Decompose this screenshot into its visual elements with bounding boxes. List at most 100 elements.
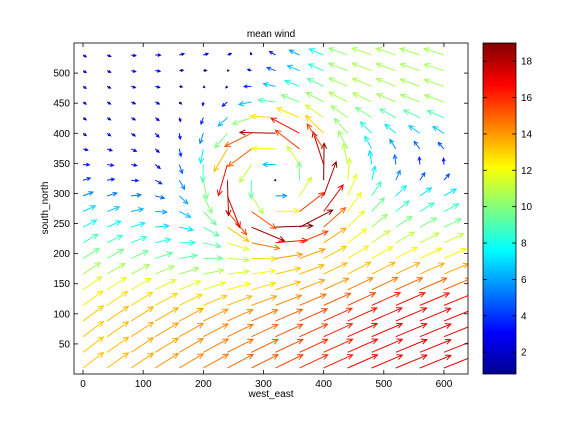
y-tick-label: 50 <box>59 339 71 350</box>
wind-arrow <box>306 78 324 87</box>
wind-arrow <box>106 85 112 89</box>
wind-arrow <box>216 164 228 197</box>
wind-arrow <box>419 292 451 306</box>
x-axis-label: west_east <box>247 389 293 400</box>
wind-arrow <box>399 62 421 72</box>
wind-arrow <box>399 93 421 103</box>
wind-arrow <box>155 69 162 73</box>
wind-arrow <box>275 222 314 230</box>
wind-arrow <box>371 180 382 197</box>
wind-arrow <box>299 308 329 322</box>
wind-arrow <box>299 278 326 291</box>
wind-arrow <box>130 221 146 228</box>
wind-arrow <box>375 93 397 103</box>
wind-arrow <box>130 352 155 369</box>
wind-arrow <box>225 180 232 217</box>
wind-arrow <box>179 293 204 306</box>
wind-arrow <box>251 354 280 369</box>
wind-arrow <box>82 132 88 137</box>
wind-arrow <box>395 262 421 275</box>
wind-arrow <box>347 338 379 353</box>
wind-arrow <box>423 62 445 72</box>
wind-arrow <box>246 68 252 72</box>
wind-arrow <box>251 323 279 338</box>
colorbar-tick-label: 2 <box>521 348 527 359</box>
wind-arrow <box>203 226 220 237</box>
wind-arrow <box>395 292 427 306</box>
y-tick-label: 200 <box>53 249 70 260</box>
wind-arrow <box>217 117 228 127</box>
wind-arrow <box>323 323 354 338</box>
wind-arrow <box>443 233 465 244</box>
wind-arrow <box>443 357 468 369</box>
wind-arrow <box>106 54 112 58</box>
wind-arrow <box>251 211 277 230</box>
chart-title: mean wind <box>247 29 295 40</box>
wind-arrow <box>307 63 324 72</box>
wind-arrow <box>82 191 95 197</box>
wind-arrow <box>82 147 89 152</box>
wind-arrow <box>256 97 276 104</box>
wind-arrow <box>275 266 302 275</box>
wind-arrow <box>274 129 300 150</box>
wind-arrow <box>323 354 354 369</box>
wind-arrow <box>347 354 379 369</box>
wind-arrow <box>155 209 168 215</box>
wind-arrow <box>106 321 130 338</box>
wind-arrow <box>154 148 160 154</box>
wind-arrow <box>202 195 213 215</box>
wind-arrow <box>227 309 254 322</box>
wind-arrow <box>130 337 155 353</box>
wind-arrow <box>265 66 276 72</box>
wind-arrow <box>330 105 348 119</box>
wind-arrow <box>202 180 209 201</box>
wind-arrow <box>179 211 192 218</box>
wind-arrow <box>178 117 182 123</box>
wind-arrow <box>179 226 195 232</box>
wind-arrow <box>311 130 325 165</box>
wind-arrow <box>106 205 121 212</box>
wind-arrow <box>327 62 348 72</box>
wind-arrow <box>347 245 370 259</box>
wind-arrow <box>179 85 184 89</box>
wind-arrow <box>227 211 248 236</box>
colorbar-tick-label: 8 <box>521 239 527 250</box>
wind-arrow <box>154 132 160 138</box>
x-tick-label: 400 <box>315 379 332 390</box>
wind-arrow <box>375 77 396 87</box>
wind-arrow <box>106 191 119 197</box>
wind-arrow <box>154 352 180 369</box>
colorbar-tick-label: 14 <box>521 129 533 140</box>
wind-arrow <box>179 253 199 260</box>
wind-arrow <box>371 354 404 369</box>
wind-arrow <box>395 354 428 369</box>
wind-arrow <box>131 192 142 198</box>
wind-arrow <box>327 77 348 87</box>
wind-arrow <box>154 279 177 291</box>
wind-arrow <box>347 292 377 306</box>
wind-arrow <box>371 338 404 353</box>
wind-arrow <box>106 305 130 322</box>
wind-arrow <box>375 62 396 72</box>
wind-arrow <box>179 353 205 369</box>
x-tick-label: 100 <box>135 379 152 390</box>
wind-arrow <box>130 306 155 322</box>
wind-arrow <box>251 226 286 242</box>
wind-arrow <box>227 52 233 56</box>
wind-arrow <box>130 291 154 306</box>
wind-arrow <box>395 322 428 338</box>
wind-arrow <box>82 219 98 228</box>
wind-arrow <box>437 141 445 150</box>
wind-arrow <box>419 247 443 259</box>
wind-arrow <box>443 342 468 353</box>
wind-arrow <box>275 193 288 199</box>
wind-arrow <box>214 132 228 149</box>
wind-arrow <box>347 307 378 322</box>
wind-arrow <box>261 161 276 168</box>
wind-arrow <box>399 78 421 87</box>
y-tick-label: 300 <box>53 189 70 200</box>
wind-arrow <box>419 202 435 212</box>
wind-arrow <box>249 113 276 120</box>
wind-arrow <box>155 237 172 244</box>
wind-arrow <box>347 277 374 291</box>
